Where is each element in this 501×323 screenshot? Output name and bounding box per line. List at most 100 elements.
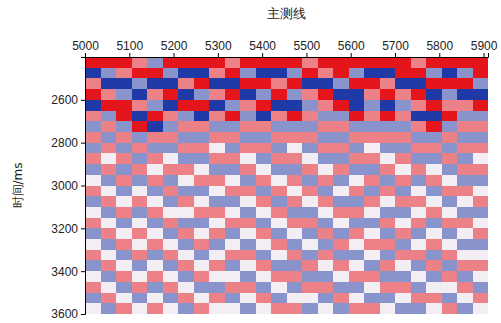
tick: 2600 [51, 93, 85, 107]
cell [380, 228, 396, 239]
cell [380, 68, 396, 79]
cell [194, 218, 210, 229]
cell [101, 153, 117, 164]
tick-label: 3200 [51, 222, 78, 236]
cell [101, 239, 117, 250]
cell [116, 293, 132, 304]
cell [364, 143, 380, 154]
cell [287, 303, 303, 314]
cell [287, 282, 303, 293]
cell [457, 164, 473, 175]
cell [333, 121, 349, 132]
cell [395, 260, 411, 271]
cell [132, 218, 148, 229]
cell [101, 271, 117, 282]
cell [256, 303, 272, 314]
cell [287, 143, 303, 154]
cell [132, 78, 148, 89]
cell [411, 57, 427, 68]
cell [256, 239, 272, 250]
cell [442, 228, 458, 239]
cell [163, 57, 179, 68]
cell [473, 260, 489, 271]
cell [209, 250, 225, 261]
tick-mark [351, 53, 352, 57]
cell [116, 271, 132, 282]
cell [395, 100, 411, 111]
cell [132, 100, 148, 111]
cell [333, 207, 349, 218]
tick-label: 3600 [51, 307, 78, 321]
cell [426, 250, 442, 261]
cell [411, 228, 427, 239]
cell [287, 207, 303, 218]
cell [101, 293, 117, 304]
cell [364, 260, 380, 271]
tick-label: 2600 [51, 93, 78, 107]
cell [147, 57, 163, 68]
cell [147, 239, 163, 250]
cell [147, 89, 163, 100]
cell [256, 196, 272, 207]
cell [147, 78, 163, 89]
cell [256, 89, 272, 100]
cell [349, 271, 365, 282]
cell [287, 121, 303, 132]
cell [209, 271, 225, 282]
cell [333, 164, 349, 175]
cell [318, 132, 334, 143]
tick-label: 5700 [382, 39, 409, 53]
cell [116, 68, 132, 79]
cell [163, 100, 179, 111]
cell [116, 250, 132, 261]
cell [240, 164, 256, 175]
cell [178, 143, 194, 154]
cell [457, 68, 473, 79]
cell [395, 111, 411, 122]
cell [473, 228, 489, 239]
cell [194, 111, 210, 122]
cell [442, 132, 458, 143]
cell [318, 218, 334, 229]
cell [240, 153, 256, 164]
cell [426, 303, 442, 314]
cell [209, 175, 225, 186]
cell [116, 78, 132, 89]
cell [178, 89, 194, 100]
tick-label: 5200 [161, 39, 188, 53]
cell [302, 143, 318, 154]
cell [163, 164, 179, 175]
cell [209, 282, 225, 293]
cell [209, 196, 225, 207]
tick-label: 5800 [426, 39, 453, 53]
cell [349, 111, 365, 122]
cell [333, 111, 349, 122]
cell [271, 121, 287, 132]
cell [333, 293, 349, 304]
cell [380, 293, 396, 304]
cell [194, 68, 210, 79]
cell [271, 260, 287, 271]
cell [395, 271, 411, 282]
cell [163, 282, 179, 293]
cell [287, 239, 303, 250]
cell [101, 260, 117, 271]
cell [209, 143, 225, 154]
cell [395, 207, 411, 218]
cell [240, 100, 256, 111]
cell [364, 271, 380, 282]
cell [132, 207, 148, 218]
cell [364, 228, 380, 239]
cell [473, 186, 489, 197]
cell [85, 218, 101, 229]
cell [240, 143, 256, 154]
cell [132, 175, 148, 186]
cell [318, 207, 334, 218]
cell [318, 153, 334, 164]
cell [349, 164, 365, 175]
cell [302, 89, 318, 100]
cell [271, 196, 287, 207]
cell [85, 153, 101, 164]
cell [349, 239, 365, 250]
cell [132, 121, 148, 132]
